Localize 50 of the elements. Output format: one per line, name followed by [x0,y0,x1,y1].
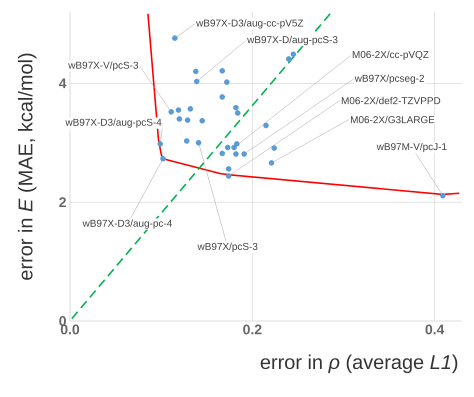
point [184,138,190,144]
point [193,68,199,74]
x-tick-label: 0.0 [60,324,80,334]
point [226,173,232,179]
point [219,94,226,100]
point [176,107,182,113]
point [172,35,178,41]
point [224,144,230,150]
point [157,141,164,147]
annotation: wB97X-D3/aug-pcS-4 [65,118,162,128]
point [271,145,277,151]
point [440,192,446,198]
annotation: wB97M-V/pcJ-1 [376,142,447,152]
point [160,156,166,162]
point [231,144,237,150]
point [199,118,205,124]
point [241,151,247,157]
point [226,166,232,172]
point [194,78,200,84]
annotation: M06-2X/G3LARGE [350,116,434,124]
y-tick-label: 2 [59,197,66,208]
point [233,104,239,110]
x-tick-label: 0.2 [243,324,262,334]
annotation: wB97X-D/aug-pcS-3 [247,36,338,46]
point [263,122,269,128]
point [184,117,190,123]
annotation: wB97X-D3/aug-cc-pV5Z [196,19,304,29]
point [290,51,296,57]
y-axis-title: error in E (MAE, kcal/mol) [18,54,36,280]
point [168,109,174,115]
annotation: wB97X-D3/aug-pc-4 [82,219,172,229]
y-tick-label: 4 [58,78,66,88]
point [219,150,226,156]
point [234,141,240,147]
annotation: wB97X/pcseg-2 [354,74,424,84]
point [268,160,274,166]
annotation: M06-2X/def2-TZVPPD [342,96,440,104]
annotation: M06-2X/cc-pVQZ [352,50,429,60]
point [234,110,241,116]
annotation: wB97X/pcS-3 [198,242,258,252]
point [224,79,230,85]
point [219,68,226,74]
point [188,106,194,112]
point [196,140,202,146]
point [233,151,239,157]
point [286,56,292,62]
x-axis-title: error in ρ (average L1) [260,354,458,374]
x-tick-label: 0.4 [426,324,444,334]
annotation: wB97X-V/pcS-3 [68,61,138,71]
point [176,116,182,122]
